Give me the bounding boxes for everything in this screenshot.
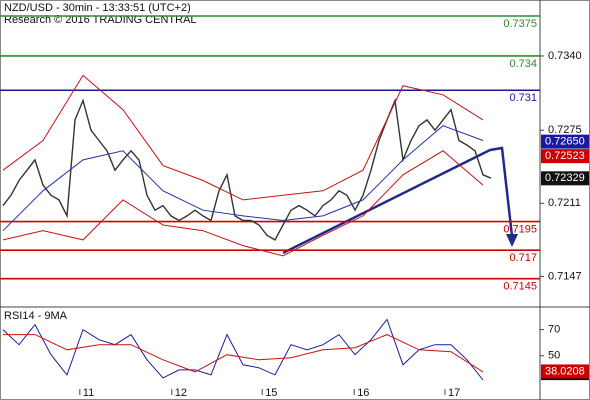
series-line [3, 334, 484, 373]
y-tick-label: 0.7340 [548, 50, 582, 62]
value-tag [541, 364, 589, 379]
value-tag [541, 134, 589, 149]
series-line [2, 318, 484, 381]
trendline [282, 148, 491, 255]
level-label: 0.7145 [503, 281, 537, 293]
value-tag [541, 149, 589, 164]
arrow-head [506, 234, 518, 247]
series-line [2, 97, 492, 241]
y-tick-label: 50 [548, 350, 560, 362]
series-line [2, 74, 484, 201]
level-label: 0.7195 [503, 224, 537, 236]
x-tick-label: 16 [357, 387, 369, 399]
x-tick-label: 15 [265, 387, 277, 399]
series-line [2, 125, 484, 232]
y-tick-label: 0.7275 [548, 124, 582, 136]
value-tag-label: 38.0208 [545, 365, 585, 377]
forecast-arrow [489, 146, 514, 237]
chart-subtitle: Research © 2016 TRADING CENTRAL [4, 14, 197, 26]
x-tick-label: 17 [448, 387, 460, 399]
level-label: 0.717 [509, 252, 537, 264]
value-tag-label: 0.72650 [545, 136, 585, 148]
series-line [2, 150, 484, 257]
chart-title: NZD/USD - 30min - 13:33:51 (UTC+2) [4, 2, 191, 14]
level-label: 0.734 [509, 58, 537, 70]
rsi-title: RSI14 - 9MA [4, 310, 68, 322]
value-tag-label: 0.72523 [545, 150, 585, 162]
level-label: 0.7375 [503, 18, 537, 30]
y-tick-label: 70 [548, 324, 560, 336]
value-tag-label: 0.72329 [545, 172, 585, 184]
value-tag [541, 171, 589, 186]
x-tick-label: 11 [83, 387, 94, 399]
level-label: 0.731 [509, 92, 537, 104]
x-tick-label: 12 [175, 387, 187, 399]
y-tick-label: 0.7147 [548, 270, 582, 282]
y-tick-label: 0.7211 [548, 197, 581, 209]
